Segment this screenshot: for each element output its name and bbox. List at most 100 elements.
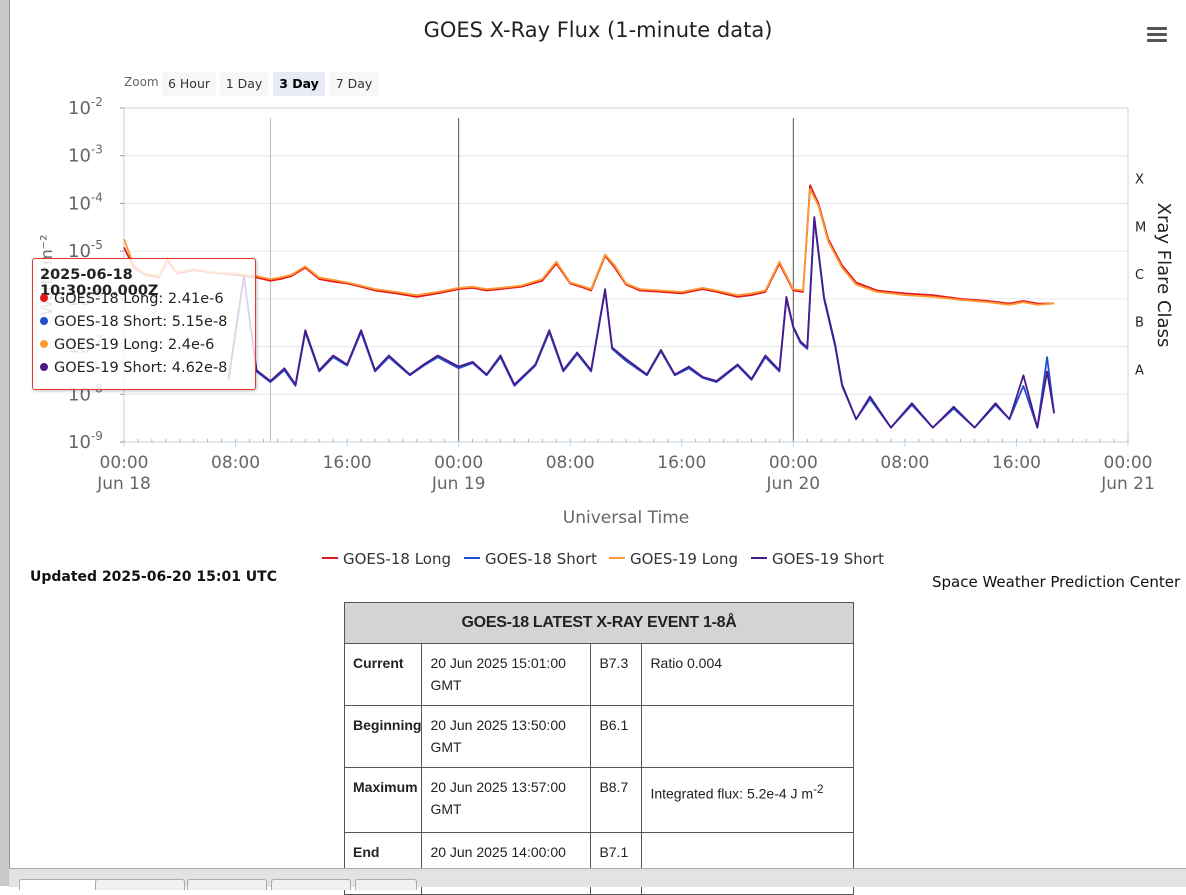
legend-label: GOES-19 Long: [630, 550, 738, 568]
series-layer: [123, 184, 1055, 429]
tooltip-row: GOES-18 Long: 2.41e-6: [40, 291, 224, 307]
legend-goes18-short[interactable]: GOES-18 Short: [464, 550, 597, 568]
row-note: [641, 705, 854, 768]
row-note: Ratio 0.004: [641, 643, 854, 706]
tooltip-time: 2025-06-18 10:30:00.000Z: [40, 267, 159, 299]
tooltip-row: GOES-19 Long: 2.4e-6: [40, 337, 214, 353]
legend-line-icon: [609, 556, 625, 559]
x-tick-date-label: Jun 20: [766, 474, 821, 494]
table-row: Beginning 20 Jun 2025 13:50:00 GMT B6.1: [343, 705, 854, 768]
x-tick-label: 00:00: [769, 453, 818, 473]
tooltip-series-name: GOES-19 Short: [54, 360, 163, 376]
zoom-label: Zoom: [124, 75, 159, 89]
row-class: B6.1: [590, 705, 643, 768]
x-tick-label: 16:00: [323, 453, 372, 473]
flare-class-label: M: [1135, 220, 1146, 235]
x-tick-label: 08:00: [880, 453, 929, 473]
zoom-7-day-button[interactable]: 7 Day: [329, 72, 379, 96]
row-label: Beginning: [343, 705, 423, 768]
tooltip-row: GOES-18 Short: 5.15e-8: [40, 314, 227, 330]
table-header-row: GOES-18 LATEST X-RAY EVENT 1-8Å: [344, 602, 854, 644]
hamburger-icon: [1147, 39, 1167, 42]
y-tick-label: 10-3: [68, 143, 103, 167]
bottom-tab[interactable]: [271, 879, 351, 890]
legend-line-icon: [751, 556, 767, 559]
x-tick-date-label: Jun 18: [96, 474, 151, 494]
data-tooltip: 2025-06-18 10:30:00.000Z GOES-18 Long: 2…: [32, 258, 256, 390]
bottom-tab[interactable]: [187, 879, 267, 890]
series-line-goes-18-short[interactable]: [227, 217, 1055, 429]
tooltip-series-name: GOES-18 Short: [54, 314, 163, 330]
row-label: Maximum: [343, 767, 423, 833]
credit-text: Space Weather Prediction Center: [932, 573, 1181, 591]
tooltip-series-value: 2.4e-6: [167, 337, 215, 353]
series-dot-icon: [40, 340, 48, 348]
series-dot-icon: [40, 363, 48, 371]
table-row: Current 20 Jun 2025 15:01:00 GMT B7.3 Ra…: [343, 643, 854, 706]
flare-class-label: A: [1135, 363, 1144, 378]
row-label: Current: [343, 643, 423, 706]
tooltip-series-name: GOES-19 Long: [54, 337, 159, 353]
legend-goes19-short[interactable]: GOES-19 Short: [751, 550, 884, 568]
window-left-edge: [0, 0, 10, 886]
chart-menu-button[interactable]: [1145, 24, 1169, 46]
plot-border: [123, 107, 1129, 443]
row-time: 20 Jun 2025 13:50:00 GMT: [421, 705, 592, 768]
y2-axis-title: Xray Flare Class: [1153, 203, 1174, 348]
x-tick-label: 16:00: [657, 453, 706, 473]
flare-class-label: C: [1135, 268, 1144, 283]
y-tick-label: 10-5: [68, 238, 103, 262]
legend-goes19-long[interactable]: GOES-19 Long: [609, 550, 738, 568]
zoom-6-hour-button[interactable]: 6 Hour: [162, 72, 216, 96]
series-dot-icon: [40, 294, 48, 302]
legend-label: GOES-18 Short: [485, 550, 597, 568]
x-tick-label: 08:00: [211, 453, 260, 473]
row-note: Integrated flux: 5.2e-4 J m-2: [641, 767, 854, 833]
x-tick-date-label: Jun 19: [431, 474, 486, 494]
flare-class-label: B: [1135, 316, 1144, 331]
updated-timestamp: Updated 2025-06-20 15:01 UTC: [30, 569, 277, 585]
tooltip-series-name: GOES-18 Long: [54, 291, 159, 307]
y-tick-label: 10-9: [68, 429, 103, 453]
zoom-1-day-button[interactable]: 1 Day: [220, 72, 268, 96]
hamburger-icon: [1147, 33, 1167, 36]
legend-line-icon: [322, 556, 338, 559]
table-title: GOES-18 LATEST X-RAY EVENT 1-8Å: [344, 602, 854, 644]
tooltip-series-value: 2.41e-6: [167, 291, 224, 307]
bottom-tab[interactable]: [19, 879, 101, 890]
row-time: 20 Jun 2025 15:01:00 GMT: [421, 643, 592, 706]
legend-label: GOES-19 Short: [772, 550, 884, 568]
x-tick-label: 00:00: [1104, 453, 1153, 473]
x-tick-label: 00:00: [434, 453, 483, 473]
x-axis-title: Universal Time: [563, 508, 689, 528]
xray-event-table: GOES-18 LATEST X-RAY EVENT 1-8Å Current …: [343, 602, 854, 895]
series-line-goes-19-short[interactable]: [227, 216, 1055, 429]
bottom-tab[interactable]: [95, 879, 185, 890]
y-tick-label: 10-4: [68, 190, 103, 214]
row-time: 20 Jun 2025 13:57:00 GMT: [421, 767, 592, 833]
tooltip-series-value: 5.15e-8: [171, 314, 228, 330]
hamburger-icon: [1147, 27, 1167, 30]
zoom-3-day-button[interactable]: 3 Day: [273, 72, 325, 96]
bottom-tab-bar: [9, 868, 1186, 890]
x-tick-label: 16:00: [992, 453, 1041, 473]
legend-goes18-long[interactable]: GOES-18 Long: [322, 550, 451, 568]
series-line-goes-19-long[interactable]: [123, 188, 1055, 306]
integrated-flux-exponent: -2: [813, 783, 824, 796]
chart-title: GOES X-Ray Flux (1-minute data): [423, 18, 773, 42]
row-class: B8.7: [590, 767, 643, 833]
x-tick-label: 08:00: [546, 453, 595, 473]
series-line-goes-18-long[interactable]: [123, 184, 1055, 305]
table-row: Maximum 20 Jun 2025 13:57:00 GMT B8.7 In…: [343, 767, 854, 833]
chart-grid: [124, 107, 1128, 443]
legend-line-icon: [464, 556, 480, 559]
tooltip-series-value: 4.62e-8: [171, 360, 228, 376]
legend-label: GOES-18 Long: [343, 550, 451, 568]
x-tick-label: 00:00: [100, 453, 149, 473]
bottom-tab[interactable]: [355, 879, 417, 890]
integrated-flux-text: Integrated flux: 5.2e-4 J m: [650, 785, 814, 802]
series-dot-icon: [40, 317, 48, 325]
flare-class-label: X: [1135, 173, 1144, 188]
x-tick-date-label: Jun 21: [1100, 474, 1155, 494]
